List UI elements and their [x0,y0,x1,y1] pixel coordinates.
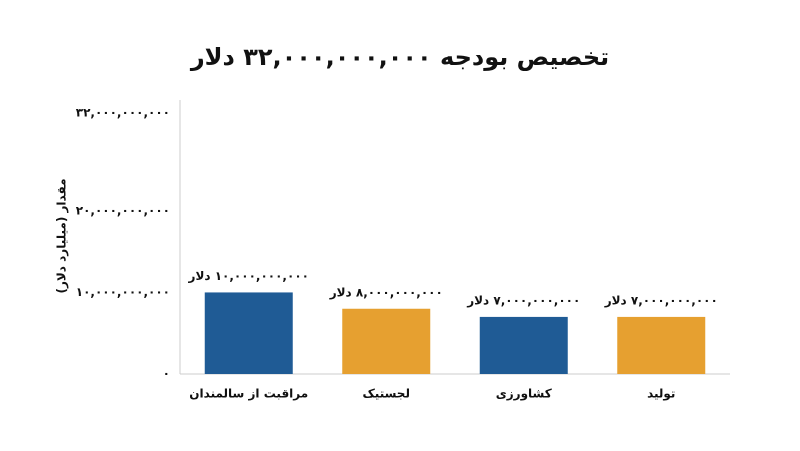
y-tick-label: ۱۰,۰۰۰,۰۰۰,۰۰۰ [76,285,170,299]
value-label: ۱۰,۰۰۰,۰۰۰,۰۰۰ دلار [188,269,309,283]
x-tick-label: مراقبت از سالمندان [189,387,308,401]
y-tick-label: ۲۰,۰۰۰,۰۰۰,۰۰۰ [76,203,170,217]
y-tick-label: ۰ [163,367,170,381]
bar [617,316,706,374]
value-label: ۸,۰۰۰,۰۰۰,۰۰۰ دلار [329,285,443,299]
x-tick-label: تولید [647,387,675,402]
x-tick-label: کشاورزی [496,387,552,402]
bar [479,316,568,374]
value-label: ۷,۰۰۰,۰۰۰,۰۰۰ دلار [466,293,580,307]
y-axis-label: مقدار (میلیارد دلار) [55,178,69,293]
bar [204,292,293,374]
chart-title: تخصیص بودجه ۳۲,۰۰۰,۰۰۰,۰۰۰ دلار [190,43,609,71]
value-label: ۷,۰۰۰,۰۰۰,۰۰۰ دلار [604,293,718,307]
y-tick-label: ۳۲,۰۰۰,۰۰۰,۰۰۰ [76,106,170,120]
bar [342,308,431,374]
x-tick-label: لجستیک [363,387,410,401]
